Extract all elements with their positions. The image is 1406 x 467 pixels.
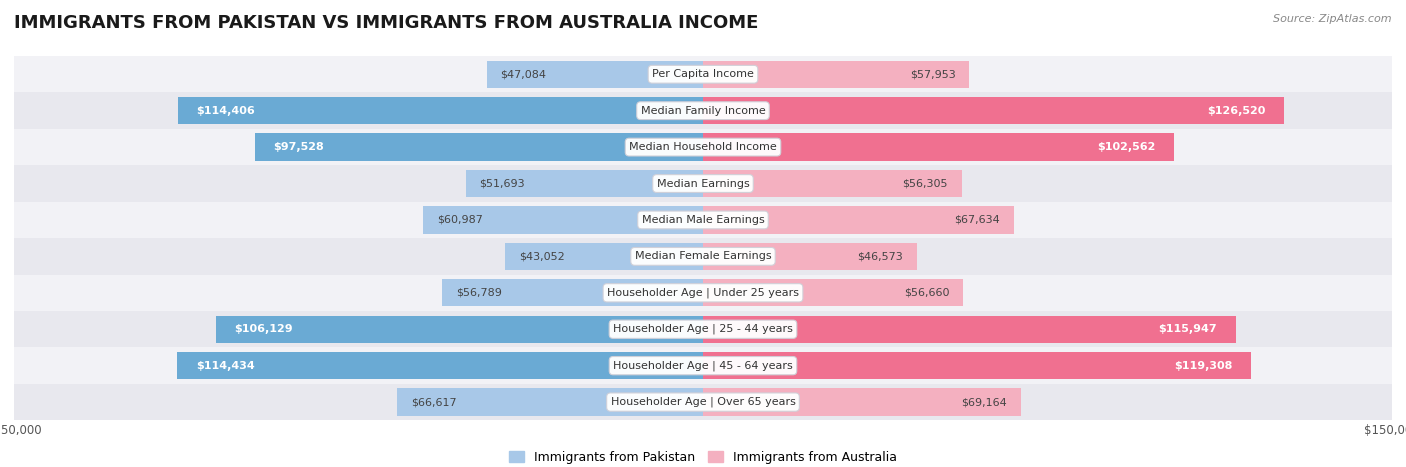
Text: $115,947: $115,947	[1159, 324, 1218, 334]
Text: $106,129: $106,129	[233, 324, 292, 334]
Bar	[703, 243, 917, 270]
Bar	[14, 238, 1392, 275]
Bar	[703, 389, 1021, 416]
Bar	[14, 56, 1392, 92]
Bar	[703, 316, 1236, 343]
Text: $56,305: $56,305	[903, 178, 948, 189]
Text: Median Family Income: Median Family Income	[641, 106, 765, 116]
Bar	[254, 134, 703, 161]
Bar	[423, 206, 703, 234]
Text: $56,789: $56,789	[456, 288, 502, 298]
Text: $114,434: $114,434	[195, 361, 254, 371]
Bar	[177, 352, 703, 379]
Text: Householder Age | 45 - 64 years: Householder Age | 45 - 64 years	[613, 361, 793, 371]
Bar	[14, 384, 1392, 420]
Text: Householder Age | Under 25 years: Householder Age | Under 25 years	[607, 288, 799, 298]
Text: Householder Age | Over 65 years: Householder Age | Over 65 years	[610, 397, 796, 407]
Text: $47,084: $47,084	[501, 69, 547, 79]
Text: Per Capita Income: Per Capita Income	[652, 69, 754, 79]
Text: Median Male Earnings: Median Male Earnings	[641, 215, 765, 225]
Text: Median Earnings: Median Earnings	[657, 178, 749, 189]
Bar	[703, 206, 1014, 234]
Bar	[14, 202, 1392, 238]
Text: Source: ZipAtlas.com: Source: ZipAtlas.com	[1274, 14, 1392, 24]
Bar	[14, 92, 1392, 129]
Text: $66,617: $66,617	[411, 397, 457, 407]
Text: $67,634: $67,634	[955, 215, 1000, 225]
Bar	[14, 311, 1392, 347]
Text: Median Female Earnings: Median Female Earnings	[634, 251, 772, 262]
Text: $46,573: $46,573	[858, 251, 903, 262]
Bar	[396, 389, 703, 416]
Bar	[215, 316, 703, 343]
Bar	[703, 279, 963, 306]
Bar	[441, 279, 703, 306]
Text: IMMIGRANTS FROM PAKISTAN VS IMMIGRANTS FROM AUSTRALIA INCOME: IMMIGRANTS FROM PAKISTAN VS IMMIGRANTS F…	[14, 14, 758, 32]
Text: Householder Age | 25 - 44 years: Householder Age | 25 - 44 years	[613, 324, 793, 334]
Text: $56,660: $56,660	[904, 288, 949, 298]
Bar	[703, 61, 969, 88]
Bar	[465, 170, 703, 197]
Bar	[14, 275, 1392, 311]
Text: Median Household Income: Median Household Income	[628, 142, 778, 152]
Text: $119,308: $119,308	[1174, 361, 1233, 371]
Bar	[703, 352, 1251, 379]
Text: $43,052: $43,052	[519, 251, 565, 262]
Bar	[177, 97, 703, 124]
Text: $97,528: $97,528	[273, 142, 325, 152]
Bar	[505, 243, 703, 270]
Text: $114,406: $114,406	[195, 106, 254, 116]
Bar	[703, 97, 1284, 124]
Text: $57,953: $57,953	[910, 69, 956, 79]
Bar	[14, 347, 1392, 384]
Bar	[703, 134, 1174, 161]
Text: $60,987: $60,987	[437, 215, 482, 225]
Bar	[486, 61, 703, 88]
Bar	[14, 129, 1392, 165]
Text: $126,520: $126,520	[1208, 106, 1265, 116]
Text: $51,693: $51,693	[479, 178, 524, 189]
Text: $69,164: $69,164	[962, 397, 1007, 407]
Bar	[703, 170, 962, 197]
Bar	[14, 165, 1392, 202]
Text: $102,562: $102,562	[1097, 142, 1156, 152]
Legend: Immigrants from Pakistan, Immigrants from Australia: Immigrants from Pakistan, Immigrants fro…	[505, 446, 901, 467]
